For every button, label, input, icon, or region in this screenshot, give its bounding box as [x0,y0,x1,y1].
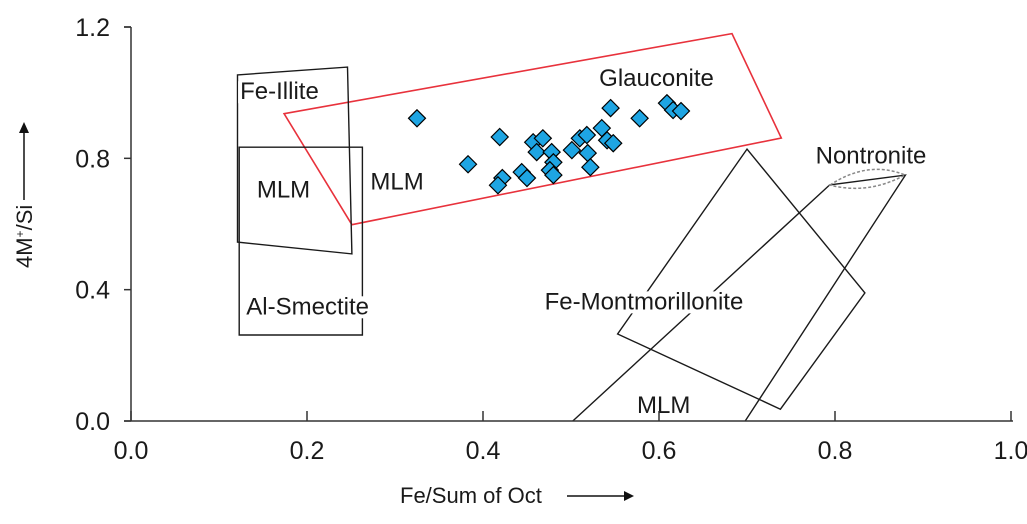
field-label: Al-Smectite [246,293,369,320]
data-point-diamond [671,101,691,121]
data-point-diamond [577,125,597,145]
data-point-diamond [488,175,508,195]
field-labels: Glauconite Fe-Illite MLM MLM Al-Smectite Nont… [238,65,929,419]
data-point-diamond [603,133,623,153]
data-point-diamond [527,142,547,162]
data-point-diamond [544,165,563,185]
x-axis-label: Fe/Sum of Oct [400,483,542,508]
classification-fields [236,32,907,422]
field-al-smectite [238,146,364,336]
x-arrow-icon [567,491,634,501]
data-point-diamond [517,168,537,188]
x-tick-label: 0.4 [466,437,501,465]
y-arrow-icon [19,122,29,200]
field-label: Fe-Illite [240,78,319,105]
data-point-diamond [407,108,427,128]
data-point-diamond [630,108,649,128]
field-glauconite [282,32,783,226]
y-axis-label: 4M+/Si [12,205,37,268]
field-fe-montmorillonite [616,147,866,411]
x-tick-label: 1.0 [994,437,1027,465]
y-axis [124,26,132,421]
field-label: MLM [257,177,310,204]
y-axis-title: 4M+/Si [12,122,37,268]
y-tick-label: 1.2 [75,14,110,42]
data-point-diamond [490,127,510,147]
y-tick-label: 0.0 [75,408,110,436]
field-fe-illite [236,66,353,255]
x-ticks: 0.0 0.2 0.4 0.6 0.8 1.0 [114,411,1027,465]
data-points [407,93,691,195]
nontronite-dashed-ellipse [828,168,907,190]
data-point-diamond [458,154,478,174]
data-point-diamond [581,157,600,177]
y-tick-label: 0.8 [75,145,110,173]
y-ticks: 0.0 0.4 0.8 1.2 [75,14,131,436]
field-label: Fe-Montmorillonite [545,288,744,315]
field-label: Glauconite [599,65,714,92]
field-label: MLM [637,392,690,419]
x-tick-label: 0.6 [642,437,677,465]
field-label: Nontronite [816,142,927,169]
x-tick-label: 0.2 [290,437,325,465]
field-label: MLM [370,169,423,196]
data-point-diamond [578,143,598,163]
x-tick-label: 0.0 [114,437,149,465]
data-point-diamond [562,140,582,160]
data-point-diamond [533,128,553,148]
y-tick-label: 0.4 [75,277,110,305]
data-point-diamond [601,98,620,118]
x-axis-title: Fe/Sum of Oct [400,483,634,508]
x-tick-label: 0.8 [818,437,853,465]
